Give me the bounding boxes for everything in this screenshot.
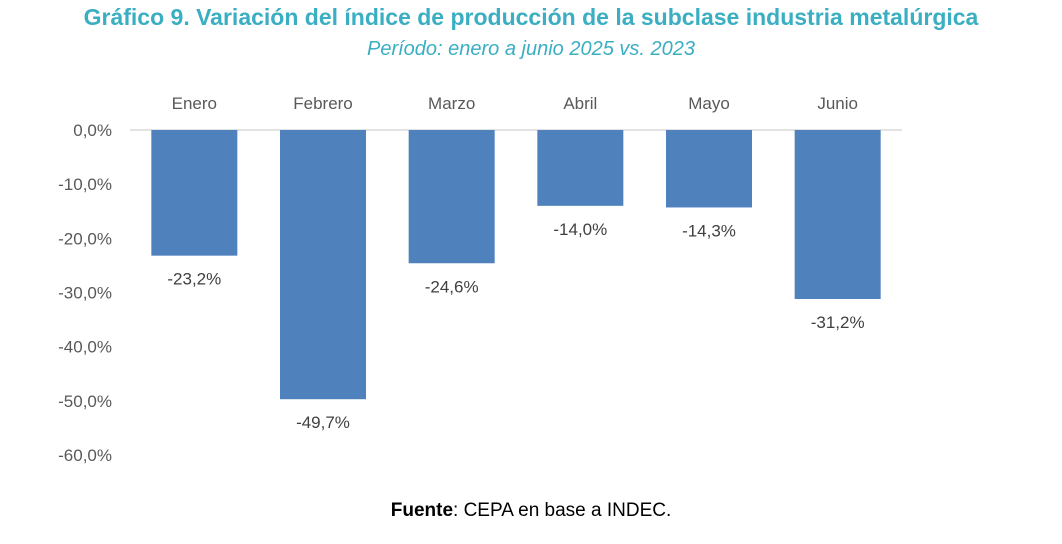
source-label: Fuente bbox=[390, 500, 454, 521]
y-tick-label: -20,0% bbox=[58, 229, 112, 248]
category-label: Abril bbox=[563, 94, 597, 113]
y-tick-label: -10,0% bbox=[58, 175, 112, 194]
data-label: -49,7% bbox=[296, 413, 350, 432]
data-label: -24,6% bbox=[425, 277, 479, 296]
bar bbox=[794, 130, 881, 299]
y-tick-label: -30,0% bbox=[58, 284, 112, 303]
chart-subtitle: Período: enero a junio 2025 vs. 2023 bbox=[366, 38, 696, 60]
category-label: Enero bbox=[172, 94, 217, 113]
bar bbox=[537, 130, 624, 206]
chart-title: Gráfico 9. Variación del índice de produ… bbox=[83, 4, 979, 30]
category-label: Mayo bbox=[688, 94, 730, 113]
data-label: -31,2% bbox=[811, 313, 865, 332]
y-tick-label: 0,0% bbox=[73, 121, 112, 140]
y-tick-label: -40,0% bbox=[58, 338, 112, 357]
data-label: -14,0% bbox=[553, 220, 607, 239]
data-label: -14,3% bbox=[682, 221, 736, 240]
data-label: -23,2% bbox=[167, 270, 221, 289]
bar bbox=[280, 130, 366, 400]
category-label: Junio bbox=[817, 94, 858, 113]
bar bbox=[408, 130, 495, 264]
bar bbox=[151, 130, 238, 256]
source-text: : CEPA en base a INDEC. bbox=[453, 500, 672, 521]
bar bbox=[666, 130, 752, 208]
category-label: Febrero bbox=[293, 94, 353, 113]
category-label: Marzo bbox=[428, 94, 475, 113]
y-tick-label: -50,0% bbox=[58, 392, 112, 411]
y-tick-label: -60,0% bbox=[58, 446, 112, 465]
source-note: Fuente: CEPA en base a INDEC. bbox=[0, 500, 1062, 522]
